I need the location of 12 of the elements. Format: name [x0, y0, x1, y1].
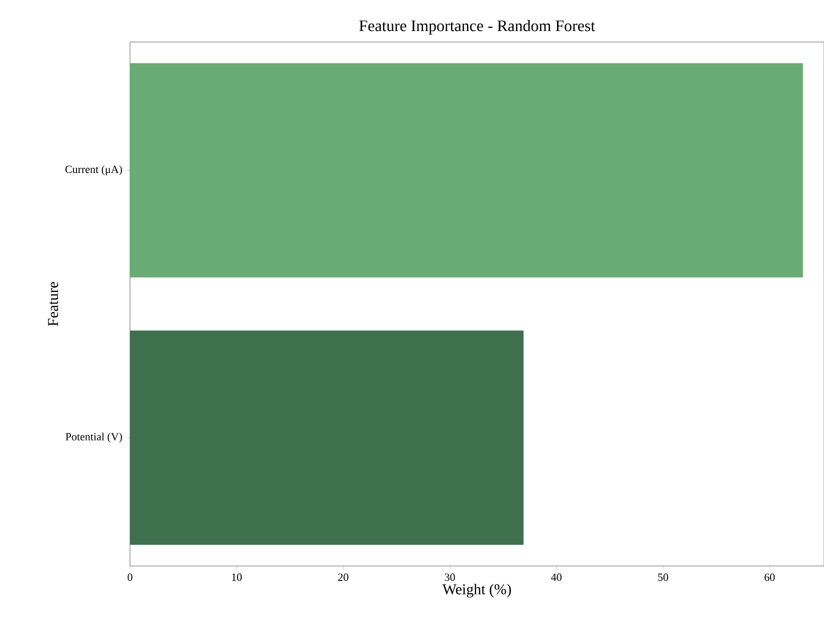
x-tick-label: 0 — [128, 574, 132, 581]
y-axis-title: Feature — [48, 282, 58, 326]
x-tick-label: 40 — [551, 574, 562, 581]
x-tick-label: 60 — [764, 574, 775, 581]
x-tick-label: 30 — [444, 574, 455, 581]
x-tick-label: 50 — [658, 574, 668, 581]
chart-title: Feature Importance - Random Forest — [359, 20, 596, 34]
x-tick-label: 20 — [338, 574, 348, 581]
x-axis-title: Weight (%) — [442, 584, 511, 598]
y-tick-label: Current (μA) — [65, 165, 122, 176]
y-tick-label: Potential (V) — [66, 432, 122, 443]
x-tick-label: 10 — [232, 574, 242, 581]
